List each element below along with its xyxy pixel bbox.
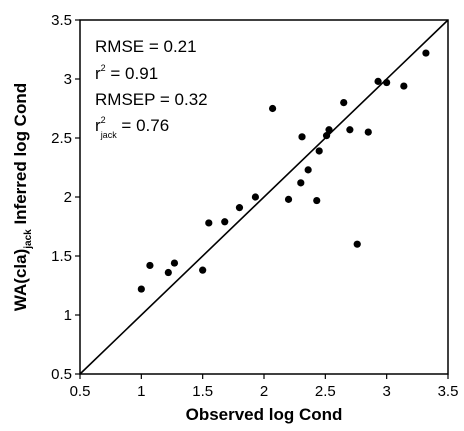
data-point	[313, 196, 321, 205]
y-tick-label: 2	[64, 189, 72, 206]
data-point	[374, 77, 382, 85]
stat-value: = 0.91	[106, 64, 158, 83]
y-label-prefix: WA(cla)	[11, 249, 30, 311]
data-point	[298, 133, 306, 141]
data-point	[221, 218, 229, 226]
y-tick-label: 2.5	[51, 130, 72, 147]
data-point	[340, 99, 348, 107]
y-axis-label: WA(cla)jack Inferred log Cond	[11, 83, 34, 311]
data-point	[364, 128, 372, 136]
y-tick-label: 1.5	[51, 248, 72, 265]
data-point	[346, 126, 354, 134]
y-label-subscript: jack	[23, 229, 34, 250]
stat-annotation: RMSEP = 0.32	[95, 90, 208, 109]
stat-superscript: 2	[101, 115, 106, 125]
data-point	[400, 82, 408, 90]
y-tick-label: 1	[64, 307, 72, 324]
stat-annotation: r2 = 0.91	[95, 63, 158, 83]
stat-value: = 0.76	[117, 116, 169, 135]
y-tick-label: 3.5	[51, 12, 72, 29]
data-point	[297, 179, 305, 187]
x-tick-label: 3.5	[438, 383, 459, 400]
stat-value: = 0.32	[155, 90, 207, 109]
data-point	[284, 195, 293, 203]
data-point	[199, 266, 207, 274]
data-point	[235, 204, 244, 212]
y-tick-label: 3	[64, 71, 72, 88]
x-tick-label: 2.5	[315, 383, 336, 400]
stat-name: RMSEP	[95, 90, 155, 109]
x-tick-label: 3	[382, 383, 390, 400]
data-point	[304, 166, 312, 174]
data-point	[164, 268, 172, 277]
data-point	[251, 193, 260, 201]
data-point	[383, 78, 391, 87]
data-point	[422, 49, 430, 57]
x-tick-label: 1	[137, 383, 145, 400]
stat-superscript: 2	[101, 63, 106, 73]
data-point	[137, 285, 145, 293]
stat-annotation: r2 jack = 0.76	[95, 115, 169, 140]
stat-name: r	[95, 64, 101, 83]
data-point	[146, 261, 154, 270]
x-tick-label: 0.5	[70, 383, 91, 400]
stat-value: = 0.21	[144, 37, 196, 56]
y-label-suffix: Inferred log Cond	[11, 83, 30, 229]
data-point	[315, 147, 323, 155]
stat-name: r	[95, 116, 101, 135]
x-tick-label: 2	[260, 383, 268, 400]
x-tick-label: 1.5	[192, 383, 213, 400]
data-point	[325, 126, 333, 134]
data-point	[353, 240, 361, 248]
data-point	[170, 259, 179, 267]
stat-name: RMSE	[95, 37, 144, 56]
y-tick-label: 0.5	[51, 366, 72, 383]
stat-subscript: jack	[100, 130, 118, 140]
x-axis-label: Observed log Cond	[186, 405, 343, 424]
data-point	[268, 104, 277, 113]
stat-annotation: RMSE = 0.21	[95, 37, 197, 56]
data-point	[205, 219, 213, 227]
data-point	[322, 132, 331, 140]
